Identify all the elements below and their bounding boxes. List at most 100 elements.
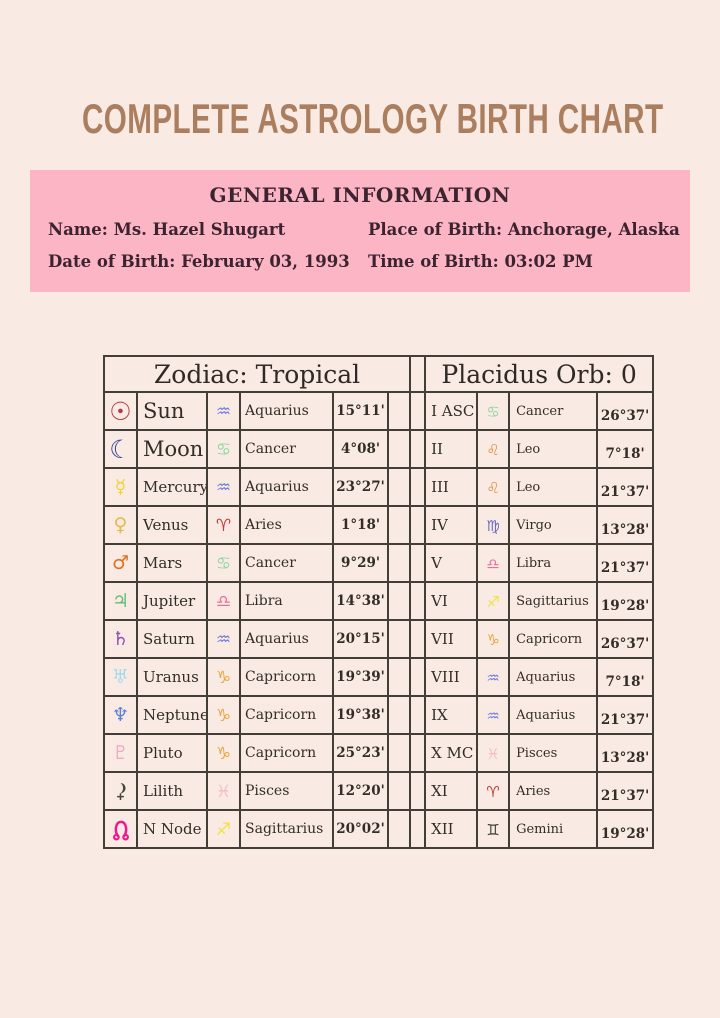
house-degrees: 26°37'	[596, 391, 655, 431]
info-time-of-birth: Time of Birth: 03:02 PM	[368, 252, 593, 271]
sign-name: Leo	[508, 467, 599, 507]
house-degrees: 7°18'	[596, 657, 655, 697]
planet-name: Neptune	[136, 695, 208, 735]
virgo-icon: ♍	[486, 516, 500, 535]
planet-name: Pluto	[136, 733, 208, 773]
spacer-cell	[386, 619, 412, 659]
spacer-cell	[386, 429, 412, 469]
sign-icon-cell: ♋	[476, 391, 511, 431]
planet-name: Moon	[136, 429, 208, 469]
spacer-cell	[386, 543, 412, 583]
planet-degrees: 25°23'	[332, 733, 389, 773]
sign-icon-cell: ♑	[206, 733, 241, 773]
venus-icon: ♀	[113, 513, 128, 536]
aquarius-icon: ♒	[486, 706, 500, 725]
sign-name: Capricorn	[239, 733, 334, 773]
sign-icon-cell: ♑	[476, 619, 511, 659]
planet-icon-cell: ♃	[103, 581, 138, 621]
sign-icon-cell: ♒	[206, 619, 241, 659]
chart-table-row: ☾ Moon ♋ Cancer 4°08' II ♌ Leo 7°18'	[103, 429, 655, 469]
spacer-cell	[386, 695, 412, 735]
libra-icon: ♎	[486, 554, 500, 573]
gap-cell	[409, 619, 427, 659]
page-title: COMPLETE ASTROLOGY BIRTH CHART	[0, 97, 720, 143]
planet-degrees: 20°02'	[332, 809, 389, 849]
chart-table-row: ♂ Mars ♋ Cancer 9°29' V ♎ Libra 21°37'	[103, 543, 655, 583]
jupiter-icon: ♃	[111, 589, 130, 612]
planet-degrees: 19°39'	[332, 657, 389, 697]
planet-degrees: 20°15'	[332, 619, 389, 659]
house-number: II	[424, 429, 479, 469]
planet-icon-cell: ☿	[103, 467, 138, 507]
sign-name: Leo	[508, 429, 599, 469]
mercury-icon: ☿	[114, 475, 127, 498]
sign-name: Cancer	[239, 429, 334, 469]
aquarius-icon: ♒	[215, 629, 232, 650]
gap-cell	[409, 581, 427, 621]
sign-name: Cancer	[239, 543, 334, 583]
sign-name: Sagittarius	[239, 809, 334, 849]
chart-table-row: ♇ Pluto ♑ Capricorn 25°23' X MC ♓ Pisces 13°28'	[103, 733, 655, 773]
sign-name: Libra	[239, 581, 334, 621]
sign-icon-cell: ♋	[206, 429, 241, 469]
gap-cell	[409, 467, 427, 507]
general-info-section: GENERAL INFORMATION Name: Ms. Hazel Shug…	[30, 170, 690, 292]
planet-icon-cell: ♄	[103, 619, 138, 659]
leo-icon: ♌	[486, 478, 500, 497]
capricorn-icon: ♑	[215, 743, 232, 764]
general-info-heading: GENERAL INFORMATION	[209, 183, 511, 207]
info-place-of-birth: Place of Birth: Anchorage, Alaska	[368, 220, 680, 239]
sign-icon-cell: ♑	[206, 657, 241, 697]
house-degrees: 19°28'	[596, 581, 655, 621]
sign-icon-cell: ♓	[476, 733, 511, 773]
gap-cell	[409, 657, 427, 697]
chart-table-body: ☉ Sun ♒ Aquarius 15°11' I ASC ♋ Cancer 26°37' ☾ Mo…	[103, 391, 655, 849]
cancer-icon: ♋	[215, 553, 232, 574]
table-header-row: Zodiac: Tropical Placidus Orb: 0	[102, 355, 655, 393]
sign-name: Libra	[508, 543, 599, 583]
n-node-icon	[111, 818, 131, 841]
house-number: XI	[424, 771, 479, 811]
spacer-cell	[386, 391, 412, 431]
pluto-icon: ♇	[111, 741, 130, 764]
sign-icon-cell: ♌	[476, 429, 511, 469]
sign-icon-cell: ♍	[476, 505, 511, 545]
uranus-icon: ♅	[111, 665, 130, 688]
planet-name: Saturn	[136, 619, 208, 659]
cancer-icon: ♋	[215, 439, 232, 460]
gap-cell	[409, 733, 427, 773]
chart-table-row: ♀ Venus ♈ Aries 1°18' IV ♍ Virgo 13°28'	[103, 505, 655, 545]
house-number: VII	[424, 619, 479, 659]
sign-name: Aquarius	[239, 467, 334, 507]
cancer-icon: ♋	[486, 402, 500, 421]
capricorn-icon: ♑	[215, 705, 232, 726]
planet-icon-cell: ♂	[103, 543, 138, 583]
sign-icon-cell: ♓	[206, 771, 241, 811]
leo-icon: ♌	[486, 440, 500, 459]
planet-name: Venus	[136, 505, 208, 545]
spacer-cell	[386, 771, 412, 811]
mars-icon: ♂	[111, 551, 130, 574]
spacer-cell	[386, 733, 412, 773]
house-degrees: 13°28'	[596, 505, 655, 545]
spacer-cell	[386, 467, 412, 507]
capricorn-icon: ♑	[215, 667, 232, 688]
planet-icon-cell: ♀	[103, 505, 138, 545]
planet-degrees: 4°08'	[332, 429, 389, 469]
planet-name: Lilith	[136, 771, 208, 811]
planet-degrees: 1°18'	[332, 505, 389, 545]
gap-header-cell	[409, 355, 427, 393]
gemini-icon: ♊	[486, 820, 500, 839]
sign-name: Capricorn	[239, 657, 334, 697]
house-number: VIII	[424, 657, 479, 697]
sign-name: Virgo	[508, 505, 599, 545]
sign-name: Aquarius	[508, 695, 599, 735]
placidus-header: Placidus Orb: 0	[424, 355, 655, 393]
gap-cell	[409, 543, 427, 583]
planet-name: Mercury	[136, 467, 208, 507]
chart-table-row: ♆ Neptune ♑ Capricorn 19°38' IX ♒ Aquarius 21°37…	[103, 695, 655, 735]
gap-cell	[409, 809, 427, 849]
sign-name: Capricorn	[508, 619, 599, 659]
sign-icon-cell: ♈	[206, 505, 241, 545]
sign-icon-cell: ♐	[476, 581, 511, 621]
